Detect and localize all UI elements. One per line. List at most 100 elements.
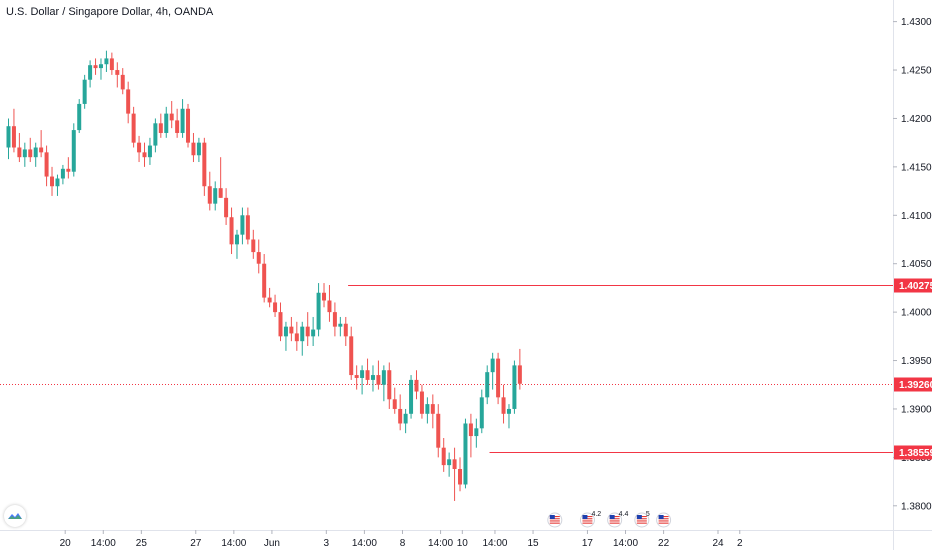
- candle-body: [60, 168, 65, 179]
- candle-body: [322, 292, 327, 301]
- x-tick-label: 20: [60, 538, 72, 549]
- candle-body: [180, 108, 185, 133]
- us-flag-stripe: [658, 522, 669, 524]
- us-flag-canton: [549, 515, 555, 519]
- candle-body: [251, 239, 256, 253]
- candle-body: [28, 149, 33, 158]
- candle-body: [218, 188, 223, 198]
- candle-body: [441, 447, 446, 466]
- x-tick-label: 15: [527, 538, 539, 549]
- candle-body: [213, 188, 218, 204]
- candle-body: [501, 397, 506, 414]
- candle-body: [506, 408, 511, 414]
- candle-body: [430, 404, 435, 414]
- price-tag-label: 1.40275: [899, 281, 932, 292]
- us-flag-stripe: [549, 522, 560, 524]
- candle-body: [403, 413, 408, 424]
- candle-body: [485, 372, 490, 398]
- candle-body: [370, 375, 375, 380]
- candle-body: [120, 74, 125, 90]
- event-badge: 5: [646, 511, 650, 518]
- candle-body: [6, 126, 11, 148]
- candle-body: [17, 147, 22, 158]
- us-flag-canton: [582, 515, 588, 519]
- candle-body: [142, 152, 147, 158]
- candle-body: [447, 459, 452, 466]
- y-tick-label: 1.40500: [901, 259, 932, 270]
- candle-body: [175, 120, 180, 133]
- x-tick-label: 14:00: [91, 538, 116, 549]
- price-tag: [894, 377, 932, 392]
- candle-body: [381, 370, 386, 385]
- candle-body: [22, 149, 27, 158]
- candle-body: [115, 70, 120, 75]
- x-tick-label: 17: [582, 538, 594, 549]
- candle-body: [283, 326, 288, 337]
- candle-body: [164, 113, 169, 133]
- x-tick-label: Jun: [264, 538, 280, 549]
- candle-body: [294, 333, 299, 342]
- x-tick-label: 14:00: [428, 538, 453, 549]
- candle-body: [316, 292, 321, 330]
- candle-body: [137, 142, 142, 153]
- candle-body: [109, 58, 114, 71]
- x-tick-label: 14:00: [613, 538, 638, 549]
- candle-body: [474, 428, 479, 437]
- price-tag: [894, 445, 932, 460]
- price-tag-label: 1.39260: [899, 380, 932, 391]
- x-tick-label: 2: [737, 538, 743, 549]
- y-tick-label: 1.42000: [901, 114, 932, 125]
- us-flag-stripe: [636, 520, 647, 522]
- candle-body: [234, 234, 239, 245]
- candle-body: [398, 408, 403, 424]
- candle-body: [267, 297, 272, 303]
- candle-body: [278, 312, 283, 337]
- candle-body: [55, 178, 60, 187]
- candle-body: [131, 113, 136, 143]
- candle-body: [50, 176, 55, 187]
- y-tick-label: 1.39500: [901, 356, 932, 367]
- event-badge: 4.4: [619, 511, 629, 518]
- candle-body: [387, 370, 392, 400]
- chart-title: U.S. Dollar / Singapore Dollar, 4h, OAND…: [6, 6, 214, 18]
- candle-body: [44, 152, 49, 177]
- candle-body: [289, 326, 294, 334]
- candle-body: [240, 215, 245, 235]
- candle-body: [273, 302, 278, 313]
- us-flag-stripe: [658, 520, 669, 522]
- candle-body: [33, 147, 38, 158]
- y-tick-label: 1.40000: [901, 308, 932, 319]
- y-tick-label: 1.41000: [901, 211, 932, 222]
- candle-body: [409, 379, 414, 414]
- tradingview-logo-icon[interactable]: [4, 505, 26, 527]
- candle-body: [436, 413, 441, 448]
- candle-body: [169, 113, 174, 121]
- y-tick-label: 1.41500: [901, 162, 932, 173]
- candle-body: [196, 142, 201, 156]
- candle-body: [496, 358, 501, 398]
- us-flag-stripe: [609, 522, 620, 524]
- candle-body: [305, 326, 310, 337]
- us-flag-canton: [658, 515, 664, 519]
- x-tick-label: 14:00: [352, 538, 377, 549]
- candle-body: [490, 358, 495, 373]
- candle-body: [349, 336, 354, 376]
- candle-body: [479, 397, 484, 429]
- candle-body: [311, 329, 316, 337]
- x-tick-label: 22: [658, 538, 670, 549]
- x-tick-label: 25: [136, 538, 148, 549]
- candle-body: [300, 326, 305, 342]
- candle-body: [463, 423, 468, 485]
- candle-body: [517, 365, 522, 384]
- candle-body: [104, 58, 109, 65]
- event-badge: 4.2: [591, 511, 601, 518]
- candle-body: [419, 391, 424, 414]
- candle-body: [77, 103, 82, 131]
- candle-body: [207, 186, 212, 204]
- candle-body: [512, 365, 517, 409]
- candle-body: [327, 300, 332, 313]
- candle-body: [392, 399, 397, 409]
- candle-body: [425, 404, 430, 414]
- candle-body: [452, 459, 457, 469]
